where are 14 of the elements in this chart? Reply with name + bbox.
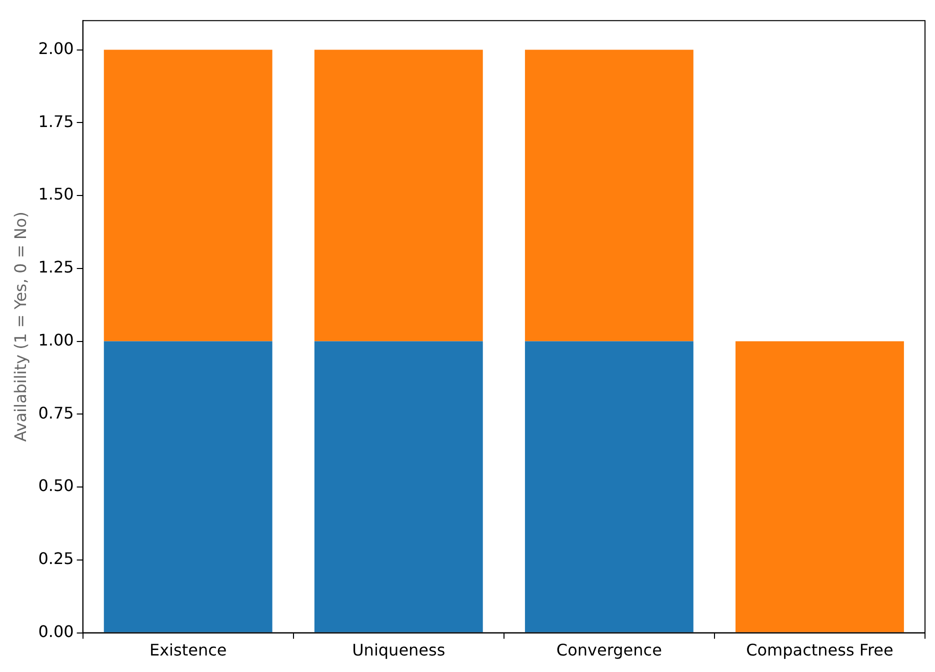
x-tick-label: Uniqueness <box>352 640 446 660</box>
y-tick-label: 1.00 <box>38 330 74 350</box>
x-tick-label: Convergence <box>556 640 662 660</box>
x-tick-label: Existence <box>149 640 227 660</box>
y-tick-label: 2.00 <box>38 38 74 58</box>
x-tick-label: Compactness Free <box>746 640 894 660</box>
y-tick-label: 0.25 <box>38 549 74 568</box>
y-tick-label: 0.75 <box>38 403 74 422</box>
y-tick-label: 0.50 <box>38 476 74 496</box>
y-axis-title: Availability (1 = Yes, 0 = No) <box>10 212 30 442</box>
y-tick-label: 1.25 <box>38 258 74 277</box>
y-tick-label: 1.50 <box>38 184 74 204</box>
y-tick-label: 1.75 <box>38 112 74 131</box>
y-tick-label: 0.00 <box>38 622 74 641</box>
